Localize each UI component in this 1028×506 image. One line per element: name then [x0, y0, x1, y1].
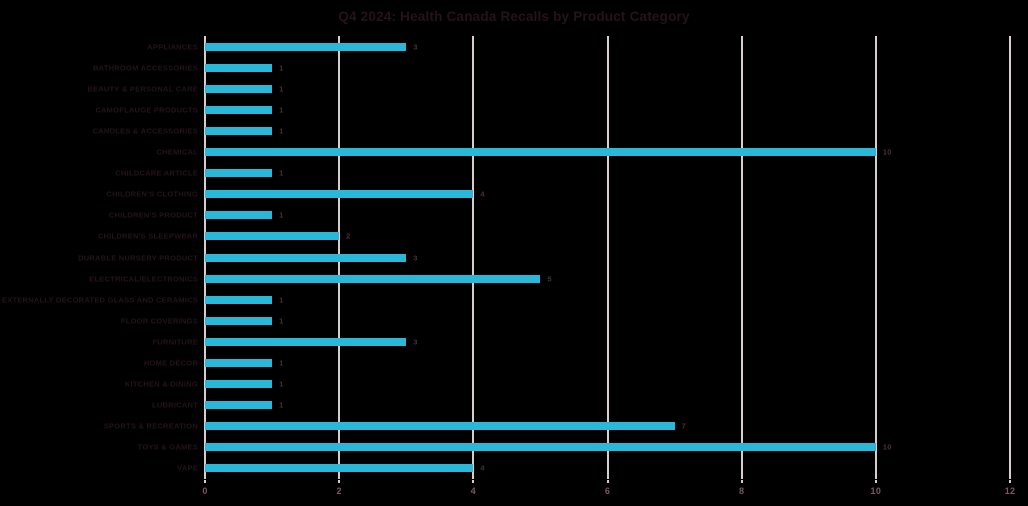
- category-label: ELECTRICAL/ELECTRONICS: [89, 274, 198, 284]
- gridline: [472, 36, 475, 479]
- value-label: 1: [279, 84, 284, 94]
- bar: [205, 358, 273, 367]
- x-axis-tick-label: 0: [202, 486, 208, 496]
- category-label: APPLIANCES: [147, 42, 198, 52]
- x-axis-tick-label: 6: [604, 486, 611, 496]
- bar: [205, 211, 273, 220]
- category-label: DURABLE NURSERY PRODUCT: [78, 253, 198, 262]
- category-label: KITCHEN & DINING: [124, 379, 198, 389]
- category-label: BEAUTY & PERSONAL CARE: [87, 84, 198, 94]
- bar: [205, 42, 407, 51]
- category-label: BATHROOM ACCESSORIES: [92, 63, 198, 73]
- x-axis-tick-mark: [1009, 480, 1011, 483]
- x-axis-tick-mark: [338, 480, 341, 483]
- bar: [205, 422, 675, 431]
- value-label: 2: [346, 231, 351, 241]
- bar: [205, 337, 407, 346]
- value-label: 4: [480, 463, 485, 473]
- x-axis-tick-label: 4: [470, 486, 476, 496]
- x-axis-tick-mark: [874, 480, 877, 483]
- gridline: [606, 36, 609, 479]
- x-axis-tick-mark: [472, 480, 475, 483]
- category-label: FLOOR COVERINGS: [120, 316, 198, 326]
- x-axis-tick-mark: [606, 480, 609, 483]
- bar: [205, 84, 273, 93]
- bar: [205, 464, 474, 473]
- value-label: 1: [279, 316, 284, 326]
- value-label: 1: [279, 105, 284, 115]
- category-label: CAMOFLAUGE PRODUCTS: [95, 105, 198, 115]
- x-axis-tick-label: 2: [336, 486, 342, 496]
- value-label: 1: [279, 210, 284, 220]
- category-label: SPORTS & RECREATION: [103, 421, 198, 431]
- category-label: EXTERNALLY DECORATED GLASS AND CERAMICS: [1, 295, 198, 305]
- value-label: 1: [279, 126, 284, 136]
- bar: [205, 169, 273, 178]
- bar: [205, 274, 541, 283]
- value-label: 7: [681, 421, 687, 431]
- bar: [205, 148, 876, 157]
- value-label: 1: [279, 358, 284, 368]
- value-label: 10: [882, 147, 892, 157]
- x-axis-tick-mark: [204, 480, 206, 483]
- bar: [205, 401, 273, 410]
- bar: [205, 126, 273, 135]
- gridline: [874, 36, 877, 479]
- plot-area: APPLIANCES 3 BATHROOM ACCESSORIES 1 BEAUTY &…: [2, 36, 1015, 496]
- bar: [205, 443, 876, 452]
- value-label: 1: [279, 168, 284, 178]
- category-label: CHILDREN'S PRODUCT: [108, 210, 198, 220]
- category-label: HOME DÉCOR: [143, 358, 198, 368]
- bar: [205, 63, 273, 72]
- bar: [205, 232, 340, 241]
- chart-title: Q4 2024: Health Canada Recalls by Produc…: [338, 9, 690, 24]
- category-label: FURNITURE: [152, 337, 198, 347]
- bar: [205, 316, 273, 325]
- value-label: 3: [413, 337, 418, 347]
- value-label: 10: [882, 442, 892, 452]
- category-label: VAPE: [177, 463, 198, 473]
- x-axis-tick-label: 10: [870, 486, 882, 496]
- x-axis-tick-label: 8: [739, 486, 745, 496]
- value-label: 5: [547, 274, 552, 284]
- category-label: TOYS & GAMES: [137, 442, 198, 452]
- gridline: [740, 36, 743, 479]
- bar: [205, 105, 273, 114]
- value-label: 1: [279, 63, 284, 73]
- bar: [205, 380, 273, 389]
- x-axis-tick-mark: [740, 480, 743, 483]
- category-label: LUBRICANT: [152, 400, 198, 410]
- category-label: CHILDREN'S SLEEPWEAR: [97, 231, 198, 241]
- category-label: CHILDCARE ARTICLE: [115, 168, 198, 178]
- category-label: CANDLES & ACCESSORIES: [92, 126, 198, 136]
- bar: [205, 190, 474, 199]
- value-label: 3: [413, 253, 418, 262]
- category-label: CHILDREN'S CLOTHING: [106, 189, 198, 199]
- value-label: 4: [480, 189, 485, 199]
- value-label: 1: [279, 379, 284, 389]
- category-label: CHEMICAL: [156, 147, 198, 157]
- value-label: 1: [279, 295, 284, 305]
- value-label: 3: [413, 42, 418, 52]
- x-axis-tick-label: 12: [1004, 486, 1016, 496]
- value-label: 1: [279, 400, 284, 410]
- gridline: [1009, 36, 1011, 479]
- bar: [205, 295, 273, 304]
- bar: [205, 253, 407, 262]
